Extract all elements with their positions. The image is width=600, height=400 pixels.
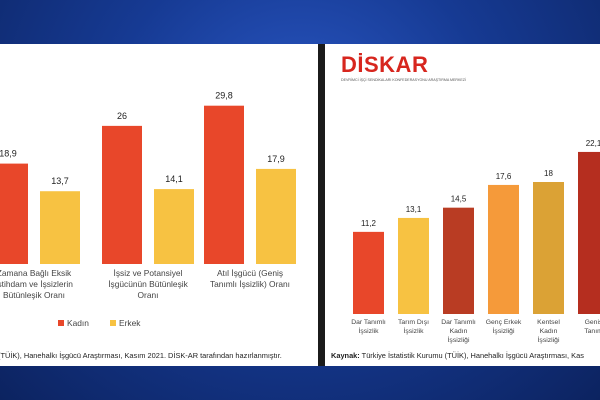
bar-kadın-0: [0, 163, 28, 264]
diskar-logo: DİSKAR DEVRİMCİ İŞÇİ SENDİKALARI KONFEDE…: [341, 52, 466, 82]
bar-4: [533, 182, 564, 314]
bar-value-label: 18,9: [0, 149, 17, 159]
category-label: İşsizliği: [448, 335, 470, 344]
bar-value-label: 13,1: [406, 205, 422, 214]
bar-value-label: 26: [117, 111, 127, 121]
category-label: Bütünleşik Oranı: [3, 290, 65, 300]
bar-5: [578, 151, 600, 314]
category-label: Dar Tanımlı: [441, 319, 476, 326]
logo-text: DİSKAR: [341, 52, 428, 77]
category-label: Tarım Dışı: [398, 319, 429, 326]
category-label: İşsizliği: [493, 326, 515, 335]
bar-value-label: 14,5: [451, 195, 467, 204]
category-label: İşsizliği: [538, 335, 560, 344]
category-label: Atıl İşgücü (Geniş: [217, 268, 283, 278]
category-label: İşsizlik: [358, 326, 379, 335]
category-label: Zamana Bağlı Eksik: [0, 268, 72, 278]
right-chart-panel: DİSKAR DEVRİMCİ İŞÇİ SENDİKALARI KONFEDE…: [325, 44, 600, 366]
legend-swatch: [58, 320, 64, 326]
bar-kadın-1: [102, 125, 142, 264]
bar-value-label: 29,8: [215, 91, 233, 101]
category-label: İşgücünün Bütünleşik: [108, 279, 188, 289]
category-label: Kadın: [540, 328, 558, 335]
right-source-body: Türkiye İstatistik Kurumu (TÜİK), Haneha…: [360, 351, 584, 360]
bar-erkek-0: [40, 191, 80, 264]
bar-erkek-1: [154, 189, 194, 264]
logo-tagline: DEVRİMCİ İŞÇİ SENDİKALARI KONFEDERASYONU…: [341, 77, 466, 82]
category-label: Oranı: [138, 290, 159, 300]
category-label: İşsizlik: [403, 326, 424, 335]
left-chart-panel: 18,9 13,7 Zamana Bağlı Eksik İstihdam ve İş…: [0, 44, 321, 366]
right-source-text: Kaynak: Türkiye İstatistik Kurumu (TÜİK)…: [331, 351, 584, 360]
category-label: Genç Erkek: [486, 319, 522, 326]
bar-3: [488, 184, 519, 314]
category-label: İşsiz ve Potansiyel: [114, 268, 183, 278]
bar-value-label: 11,2: [361, 219, 377, 228]
category-label: Tanımlı İşsizlik) Oranı: [210, 279, 290, 289]
bar-0: [353, 231, 384, 314]
left-source-text: (TÜİK), Hanehalkı İşgücü Araştırması, Ka…: [0, 351, 282, 360]
category-label: Kentsel: [537, 319, 560, 326]
legend-label: Kadın: [67, 318, 89, 328]
legend-label: Erkek: [119, 318, 141, 328]
bar-2: [443, 207, 474, 314]
legend-swatch: [110, 320, 116, 326]
bar-value-label: 22,1: [586, 139, 600, 148]
bar-value-label: 17,6: [496, 172, 512, 181]
right-source-label: Kaynak:: [331, 351, 360, 360]
panel-divider: [318, 44, 325, 366]
bar-erkek-2: [256, 168, 296, 264]
bar-value-label: 14,1: [165, 174, 183, 184]
bar-kadın-2: [204, 105, 244, 264]
right-chart-svg: DİSKAR DEVRİMCİ İŞÇİ SENDİKALARI KONFEDE…: [331, 52, 600, 360]
category-label: İstihdam ve İşsizlerin: [0, 279, 73, 289]
category-label: Kadın: [450, 328, 468, 335]
bar-value-label: 18: [544, 169, 553, 178]
bar-value-label: 13,7: [51, 176, 69, 186]
category-label: Dar Tanımlı: [351, 319, 386, 326]
category-label: Tanım: [584, 328, 600, 335]
bar-value-label: 17,9: [267, 154, 285, 164]
bar-1: [398, 217, 429, 314]
category-label: Geniş: [585, 319, 600, 326]
